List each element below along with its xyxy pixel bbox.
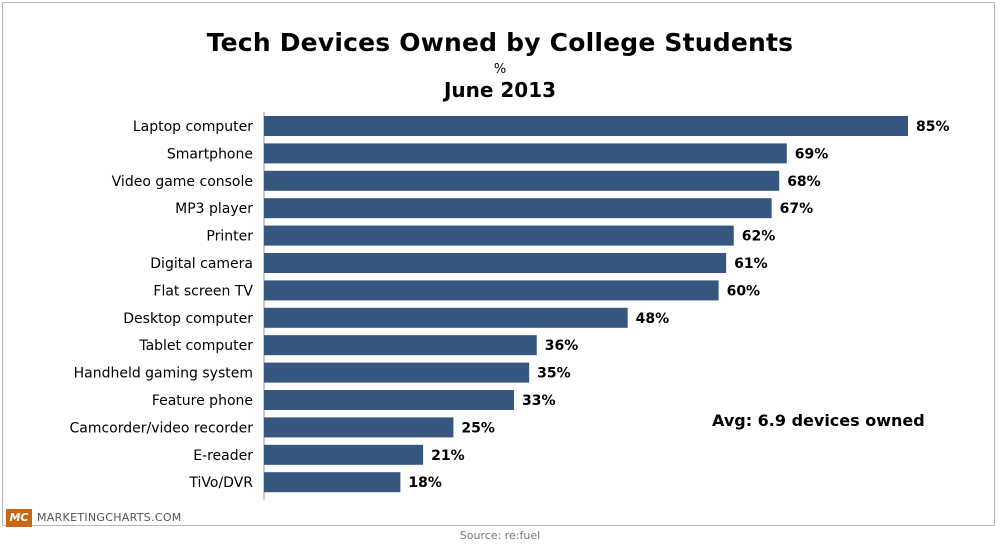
bar — [264, 170, 780, 191]
category-label: Video game console — [112, 174, 253, 190]
bar — [264, 417, 454, 438]
bar — [264, 225, 734, 246]
value-label: 60% — [727, 283, 761, 299]
average-annotation: Avg: 6.9 devices owned — [712, 411, 925, 430]
category-label: E-reader — [193, 448, 253, 464]
category-label: Desktop computer — [123, 311, 253, 327]
chart-subtitle: June 2013 — [443, 78, 557, 102]
category-label: Flat screen TV — [153, 283, 253, 299]
value-label: 18% — [408, 475, 442, 491]
value-label: 48% — [636, 311, 670, 327]
bar — [264, 280, 719, 301]
value-label: 62% — [742, 229, 776, 245]
value-label: 35% — [537, 366, 571, 382]
category-label: MP3 player — [175, 201, 253, 217]
value-label: 67% — [780, 201, 814, 217]
bar — [264, 307, 628, 328]
chart-unit: % — [493, 62, 507, 77]
category-label: TiVo/DVR — [188, 475, 253, 491]
value-label: 68% — [787, 174, 821, 190]
value-label: 25% — [461, 420, 495, 436]
bar — [264, 116, 908, 136]
bar — [264, 143, 787, 164]
category-label: Handheld gaming system — [74, 366, 253, 382]
category-label: Laptop computer — [133, 119, 253, 135]
value-label: 36% — [545, 338, 579, 354]
value-label: 33% — [522, 393, 556, 409]
bar — [264, 472, 401, 493]
value-label: 21% — [431, 448, 465, 464]
bar — [264, 335, 537, 356]
bar — [264, 390, 515, 410]
source-note: Source: re:fuel — [459, 529, 541, 542]
value-label: 85% — [916, 119, 950, 135]
value-label: 61% — [734, 256, 768, 272]
category-label: Digital camera — [150, 256, 253, 272]
category-label: Printer — [206, 229, 253, 245]
bar — [264, 362, 530, 383]
category-label: Smartphone — [167, 146, 253, 162]
bar — [264, 444, 424, 465]
site-name: MARKETINGCHARTS.COM — [37, 511, 182, 524]
category-label: Feature phone — [152, 393, 253, 409]
bar — [264, 253, 727, 273]
category-label: Tablet computer — [138, 338, 253, 354]
value-label: 69% — [795, 146, 829, 162]
marketingcharts-logo: MC — [6, 509, 32, 527]
category-label: Camcorder/video recorder — [69, 420, 253, 436]
chart-title: Tech Devices Owned by College Students — [206, 28, 794, 57]
bar — [264, 198, 772, 219]
